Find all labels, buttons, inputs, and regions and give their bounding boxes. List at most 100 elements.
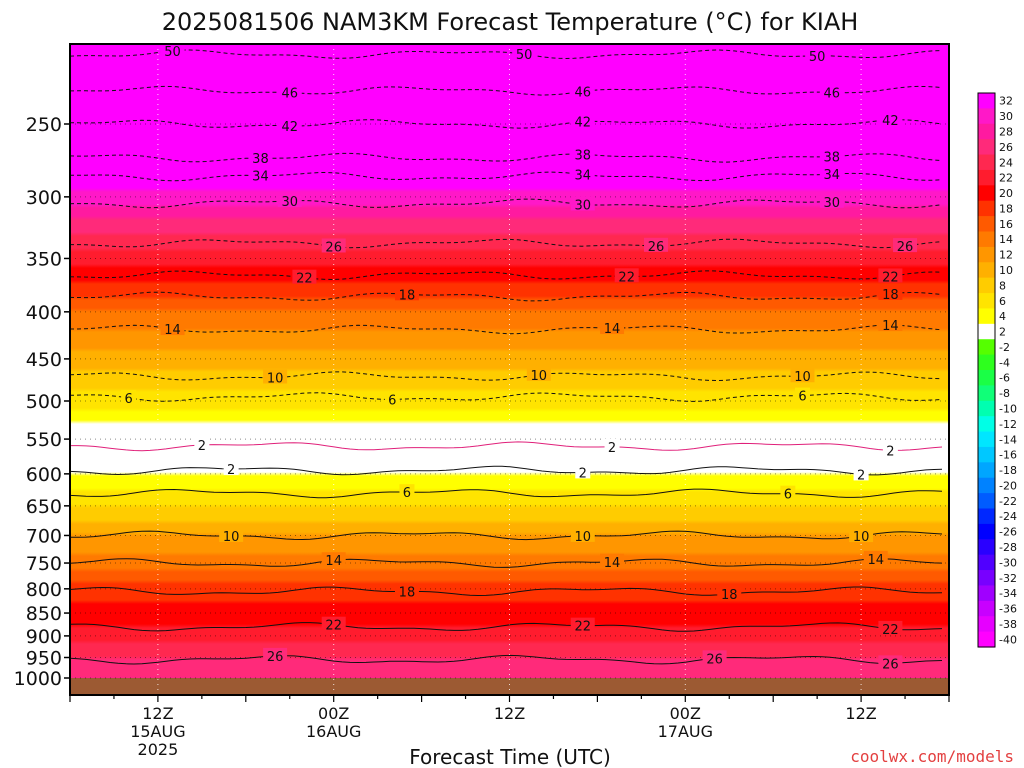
contour-label-bg	[570, 83, 595, 98]
contour-line	[70, 238, 943, 249]
contour-label: 26	[267, 650, 284, 665]
colorbar-swatch	[978, 231, 995, 248]
contour-line	[70, 291, 943, 302]
colorbar-swatch	[978, 446, 995, 463]
grid-lines	[70, 44, 949, 695]
contour-label-bg	[121, 389, 137, 404]
colorbar-swatch	[978, 123, 995, 140]
colorbar-label: 24	[999, 156, 1013, 169]
colorbar-label: -32	[999, 572, 1017, 585]
contour-label-bg	[893, 238, 918, 253]
contour-label-bg	[248, 167, 273, 182]
colorbar-swatch	[978, 293, 995, 310]
chart-title: 2025081506 NAM3KM Forecast Temperature (…	[162, 8, 859, 36]
colorbar-label: -26	[999, 526, 1017, 539]
colorbar-label: -34	[999, 587, 1017, 600]
contour-label: 2	[198, 439, 206, 454]
colorbar-swatch	[978, 539, 995, 556]
colorbar-label: 4	[999, 310, 1006, 323]
colorbar-swatch	[978, 200, 995, 217]
colorbar-label: 20	[999, 187, 1013, 200]
colorbar-swatch	[978, 339, 995, 356]
contour-label: 50	[164, 45, 181, 60]
y-tick-label: 700	[26, 525, 62, 547]
y-tick-label: 1000	[14, 668, 62, 690]
colorbar-swatch	[978, 416, 995, 433]
contour-label: 6	[784, 488, 792, 503]
colorbar-label: -14	[999, 433, 1017, 446]
colorbar-label: 18	[999, 202, 1013, 215]
colorbar-label: -18	[999, 464, 1017, 477]
contour-label: 22	[882, 270, 899, 285]
contour-label-bg	[160, 321, 185, 336]
contour-label-bg	[384, 391, 400, 406]
colorbar-swatch	[978, 462, 995, 479]
contour-label-bg	[512, 46, 537, 61]
colorbar-swatch	[978, 600, 995, 617]
contour-label: 2	[857, 468, 865, 483]
contour-label-bg	[604, 438, 620, 453]
colorbar-swatch	[978, 262, 995, 279]
colorbar-legend: 32 30 28 26 24 22 20 18 16 14 12 10 8 6 4 2 -2 -4 -6 -8 -10 -…	[977, 92, 1017, 648]
contour-label-bg	[575, 464, 591, 479]
contour-label: 26	[706, 652, 723, 667]
y-tick-label: 450	[26, 349, 62, 371]
y-tick-label: 550	[26, 429, 62, 451]
colorbar-swatch	[978, 477, 995, 494]
colorbar-swatch	[978, 323, 995, 340]
y-tick-label: 300	[26, 187, 62, 209]
contour-label: 34	[824, 168, 841, 183]
contour-label: 2	[227, 463, 235, 478]
contour-label: 34	[574, 169, 591, 184]
colorbar-label: -12	[999, 418, 1017, 431]
contour-label: 22	[296, 272, 313, 287]
contour-label: 22	[618, 270, 635, 285]
contour-label-bg	[394, 583, 419, 598]
contour-label-bg	[819, 193, 844, 208]
contour-label-bg	[819, 84, 844, 99]
colorbar-swatch	[978, 185, 995, 202]
y-tick-label: 350	[26, 248, 62, 270]
contour-label: 18	[882, 288, 899, 303]
contour-label: 22	[882, 623, 899, 638]
contour-label-bg	[878, 655, 903, 670]
y-tick-label: 400	[26, 302, 62, 324]
contour-line	[70, 441, 943, 452]
colorbar-label: -36	[999, 603, 1017, 616]
contour-label: 2	[608, 441, 616, 456]
contour-label-bg	[263, 647, 288, 662]
colorbar-swatch	[978, 385, 995, 402]
colorbar-label: 16	[999, 218, 1013, 231]
colorbar-label: 10	[999, 264, 1013, 277]
colorbar-swatch	[978, 523, 995, 540]
contour-line	[70, 654, 943, 665]
contour-label: 18	[721, 588, 738, 603]
contour-label-bg	[248, 150, 273, 165]
contour-label-bg	[526, 366, 551, 381]
colorbar-label: 26	[999, 141, 1013, 154]
colorbar-swatch	[978, 93, 995, 109]
contour-label: 22	[325, 619, 342, 634]
contour-label: 2	[886, 444, 894, 459]
contour-label: 22	[574, 620, 591, 635]
contour-label: 42	[882, 114, 899, 129]
contour-label: 38	[824, 151, 841, 166]
contour-label-bg	[878, 317, 903, 332]
colorbar-label: -40	[999, 633, 1017, 646]
colorbar-swatch	[978, 246, 995, 263]
contour-label-bg	[570, 617, 595, 632]
contour-label: 14	[325, 554, 342, 569]
colorbar-label: 28	[999, 125, 1013, 138]
colorbar-label: -30	[999, 556, 1017, 569]
colorbar-label: -20	[999, 479, 1017, 492]
colorbar-label: -38	[999, 618, 1017, 631]
contour-label-bg	[853, 466, 869, 481]
colorbar-label: 6	[999, 295, 1006, 308]
x-tick-label: 12Z	[494, 704, 525, 723]
y-tick-label: 750	[26, 553, 62, 575]
contour-label: 30	[281, 195, 298, 210]
contour-line	[70, 558, 943, 568]
colorbar-label: 12	[999, 249, 1013, 262]
